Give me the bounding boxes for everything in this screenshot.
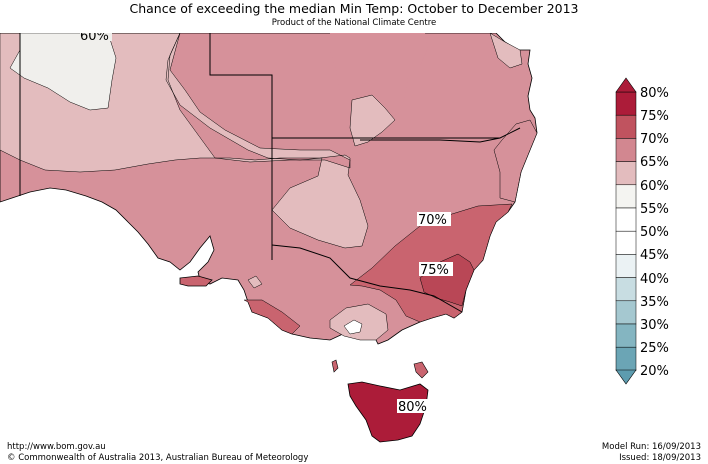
legend-label: 55% [640, 202, 669, 217]
legend-swatch [615, 230, 637, 255]
legend-label: 65% [640, 155, 669, 170]
region-60-65-qld-inner [349, 94, 396, 147]
legend-swatch [615, 207, 637, 232]
legend-swatch [615, 254, 637, 278]
region-55-60-northwest [9, 33, 117, 111]
region-70-75-sa-coast [243, 299, 301, 335]
legend-label: 60% [640, 179, 669, 194]
legend-swatch [615, 138, 637, 162]
footer-issued: Issued: 18/09/2013 [619, 453, 701, 463]
region-alpine-white [343, 319, 363, 335]
tasmania [347, 381, 429, 443]
legend-label: 20% [640, 364, 669, 379]
flinders-island [413, 361, 429, 379]
legend-label: 35% [640, 295, 669, 310]
king-island [331, 359, 339, 373]
legend-swatches [615, 91, 637, 371]
legend-swatch [615, 346, 637, 371]
legend-label: 25% [640, 341, 669, 356]
region-60-65-cape [489, 33, 523, 69]
footer-copyright: © Commonwealth of Australia 2013, Austra… [7, 453, 309, 463]
legend-labels: 80% 75% 70% 65% 60% 55% 50% 45% 40% 35% … [640, 86, 669, 379]
contour-label-75: 75% [420, 263, 449, 278]
legend-label: 50% [640, 225, 669, 240]
legend-label: 40% [640, 272, 669, 287]
legend-label: 75% [640, 109, 669, 124]
legend-swatch [615, 161, 637, 186]
legend-top-arrow [615, 77, 637, 93]
region-alpine-pale [329, 303, 389, 341]
footer-left: http://www.bom.gov.au © Commonwealth of … [7, 442, 308, 464]
contour-label-80: 80% [398, 400, 427, 415]
probability-map: 60% 70% 75% 80% [0, 33, 538, 443]
legend-swatch [615, 184, 637, 209]
state-borders [19, 33, 521, 313]
footer-model-run: Model Run: 16/09/2013 [601, 442, 701, 452]
legend-label: 70% [640, 132, 669, 147]
chart-title: Chance of exceeding the median Min Temp:… [129, 1, 579, 16]
legend-label: 80% [640, 86, 669, 101]
contour-label-70: 70% [418, 213, 447, 228]
kangaroo-island [179, 275, 213, 287]
legend-colorbar: 80% 75% 70% 65% 60% 55% 50% 45% 40% 35% … [615, 77, 669, 385]
legend-swatch [615, 323, 637, 348]
region-sa-patch [247, 275, 263, 289]
footer-right: Model Run: 16/09/2013 Issued: 18/09/2013 [602, 442, 701, 464]
chart-subtitle: Product of the National Climate Centre [271, 18, 437, 28]
legend-swatch [615, 114, 637, 139]
legend-swatch [615, 91, 637, 116]
legend-swatch [615, 300, 637, 325]
contour-label-60: 60% [80, 33, 109, 44]
region-70-75-east-coast [493, 119, 538, 203]
legend-bottom-arrow [615, 369, 637, 385]
footer-url: http://www.bom.gov.au [7, 442, 106, 452]
legend-label: 30% [640, 318, 669, 333]
legend-label: 45% [640, 248, 669, 263]
legend-swatch [615, 277, 637, 302]
contour-labels: 60% 70% 75% 80% [80, 33, 453, 415]
